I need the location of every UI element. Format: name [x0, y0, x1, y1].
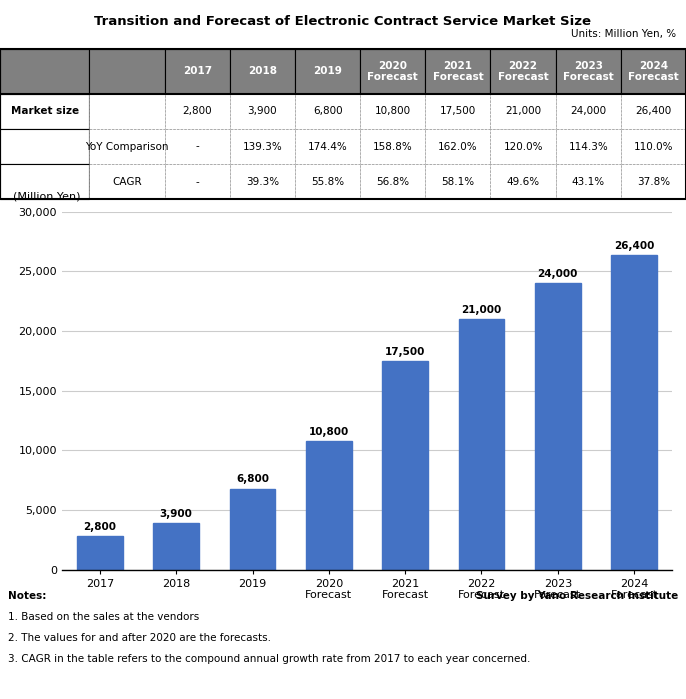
Text: 21,000: 21,000	[505, 106, 541, 116]
Text: 24,000: 24,000	[538, 269, 578, 279]
Text: 58.1%: 58.1%	[441, 177, 475, 187]
Bar	[611, 254, 657, 570]
Bar	[382, 361, 428, 570]
FancyBboxPatch shape	[490, 94, 556, 129]
Text: 49.6%: 49.6%	[506, 177, 540, 187]
Bar	[153, 523, 199, 570]
Bar	[230, 489, 275, 570]
FancyBboxPatch shape	[621, 164, 686, 199]
Bar	[458, 319, 504, 570]
FancyBboxPatch shape	[490, 164, 556, 199]
Text: 2021
Forecast: 2021 Forecast	[433, 61, 483, 82]
Text: 56.8%: 56.8%	[376, 177, 410, 187]
Text: 26,400: 26,400	[614, 240, 654, 250]
Text: 21,000: 21,000	[462, 305, 501, 315]
FancyBboxPatch shape	[556, 129, 621, 164]
Text: 3,900: 3,900	[160, 509, 193, 519]
FancyBboxPatch shape	[230, 129, 295, 164]
FancyBboxPatch shape	[425, 49, 490, 94]
Text: 26,400: 26,400	[635, 106, 672, 116]
Text: 110.0%: 110.0%	[634, 141, 673, 152]
FancyBboxPatch shape	[89, 129, 165, 164]
Text: 2023
Forecast: 2023 Forecast	[563, 61, 613, 82]
Bar	[306, 441, 352, 570]
Text: 55.8%: 55.8%	[311, 177, 344, 187]
FancyBboxPatch shape	[425, 94, 490, 129]
FancyBboxPatch shape	[556, 94, 621, 129]
FancyBboxPatch shape	[0, 49, 89, 94]
FancyBboxPatch shape	[0, 129, 89, 164]
FancyBboxPatch shape	[621, 129, 686, 164]
FancyBboxPatch shape	[295, 49, 360, 94]
FancyBboxPatch shape	[490, 49, 556, 94]
Text: 2,800: 2,800	[84, 522, 117, 532]
FancyBboxPatch shape	[165, 129, 230, 164]
FancyBboxPatch shape	[360, 94, 425, 129]
Text: CAGR: CAGR	[112, 177, 142, 187]
Text: 174.4%: 174.4%	[308, 141, 347, 152]
Text: Survey by Yano Research Institute: Survey by Yano Research Institute	[475, 591, 678, 600]
Text: 2022
Forecast: 2022 Forecast	[498, 61, 548, 82]
FancyBboxPatch shape	[165, 164, 230, 199]
Text: 2018: 2018	[248, 66, 277, 76]
Text: 3. CAGR in the table refers to the compound annual growth rate from 2017 to each: 3. CAGR in the table refers to the compo…	[8, 654, 530, 663]
FancyBboxPatch shape	[89, 164, 165, 199]
FancyBboxPatch shape	[556, 164, 621, 199]
Text: YoY Comparison: YoY Comparison	[85, 141, 169, 152]
Text: 24,000: 24,000	[570, 106, 606, 116]
Text: Market size: Market size	[10, 106, 79, 116]
FancyBboxPatch shape	[425, 164, 490, 199]
FancyBboxPatch shape	[0, 94, 89, 129]
FancyBboxPatch shape	[230, 49, 295, 94]
FancyBboxPatch shape	[621, 49, 686, 94]
Text: Transition and Forecast of Electronic Contract Service Market Size: Transition and Forecast of Electronic Co…	[95, 15, 591, 29]
FancyBboxPatch shape	[360, 49, 425, 94]
Text: 158.8%: 158.8%	[373, 141, 412, 152]
FancyBboxPatch shape	[360, 164, 425, 199]
Bar	[77, 536, 123, 570]
Text: 162.0%: 162.0%	[438, 141, 477, 152]
Text: 2019: 2019	[313, 66, 342, 76]
FancyBboxPatch shape	[295, 94, 360, 129]
Text: 17,500: 17,500	[385, 347, 425, 356]
Text: 39.3%: 39.3%	[246, 177, 279, 187]
Text: 120.0%: 120.0%	[504, 141, 543, 152]
FancyBboxPatch shape	[89, 94, 165, 129]
FancyBboxPatch shape	[425, 129, 490, 164]
Text: 17,500: 17,500	[440, 106, 476, 116]
Text: 10,800: 10,800	[309, 426, 349, 437]
Text: Notes:: Notes:	[8, 591, 47, 600]
Text: 114.3%: 114.3%	[569, 141, 608, 152]
Text: 10,800: 10,800	[375, 106, 411, 116]
FancyBboxPatch shape	[490, 129, 556, 164]
Text: 3,900: 3,900	[248, 106, 277, 116]
FancyBboxPatch shape	[0, 164, 89, 199]
Text: 6,800: 6,800	[236, 475, 269, 484]
FancyBboxPatch shape	[165, 49, 230, 94]
Text: -: -	[196, 177, 199, 187]
Bar	[535, 283, 580, 570]
FancyBboxPatch shape	[89, 49, 165, 94]
Text: 2024
Forecast: 2024 Forecast	[628, 61, 678, 82]
Text: 2020
Forecast: 2020 Forecast	[368, 61, 418, 82]
Text: 43.1%: 43.1%	[571, 177, 605, 187]
Text: 2017: 2017	[182, 66, 212, 76]
Text: 1. Based on the sales at the vendors: 1. Based on the sales at the vendors	[8, 612, 200, 621]
Text: 139.3%: 139.3%	[243, 141, 282, 152]
Text: 37.8%: 37.8%	[637, 177, 670, 187]
FancyBboxPatch shape	[556, 49, 621, 94]
Text: Units: Million Yen, %: Units: Million Yen, %	[571, 29, 676, 39]
FancyBboxPatch shape	[621, 94, 686, 129]
FancyBboxPatch shape	[230, 94, 295, 129]
Text: 6,800: 6,800	[313, 106, 342, 116]
FancyBboxPatch shape	[165, 94, 230, 129]
FancyBboxPatch shape	[230, 164, 295, 199]
FancyBboxPatch shape	[295, 129, 360, 164]
Text: (Million Yen): (Million Yen)	[13, 191, 80, 201]
FancyBboxPatch shape	[360, 129, 425, 164]
FancyBboxPatch shape	[295, 164, 360, 199]
Text: -: -	[196, 141, 199, 152]
Text: 2,800: 2,800	[182, 106, 212, 116]
Text: 2. The values for and after 2020 are the forecasts.: 2. The values for and after 2020 are the…	[8, 633, 271, 642]
